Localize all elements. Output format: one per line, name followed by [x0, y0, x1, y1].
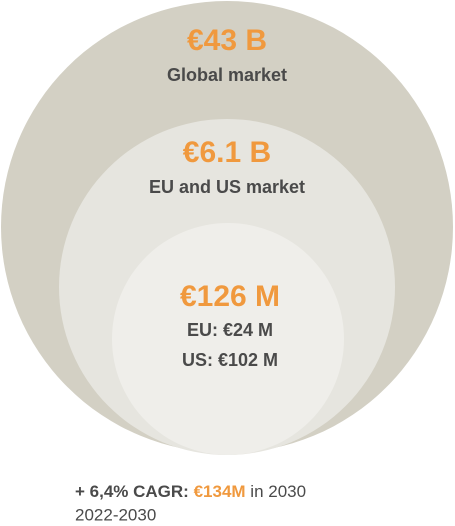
- suffix: in 2030: [250, 482, 306, 501]
- eu-us-label: EU and US market: [149, 177, 305, 197]
- eu-detail: EU: €24 M: [187, 320, 273, 340]
- global-value: €43 B: [187, 24, 267, 57]
- target: €134M: [194, 482, 246, 501]
- us-detail: US: €102 M: [182, 350, 278, 370]
- global-label: Global market: [167, 65, 287, 85]
- target-circle: [112, 223, 344, 455]
- growth: + 6,4% CAGR:: [75, 482, 189, 501]
- period: 2022-2030: [75, 505, 156, 524]
- footer-line: + 6,4% CAGR: €134M in 2030: [75, 482, 306, 501]
- target-value: €126 M: [180, 280, 280, 313]
- eu-us-value: €6.1 B: [183, 136, 271, 169]
